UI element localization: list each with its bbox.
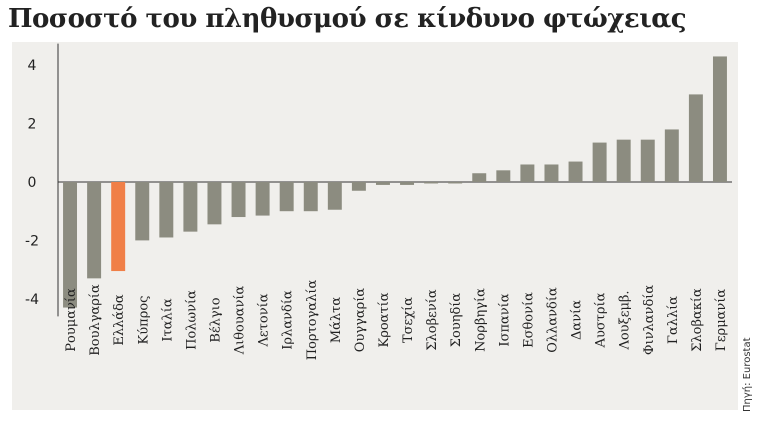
bar [448, 182, 463, 184]
x-tick-label: Μάλτα [329, 297, 344, 344]
x-tick-label: Ισπανία [497, 293, 512, 346]
bar [87, 182, 102, 279]
x-tick-label: Κροατία [377, 292, 392, 347]
x-tick-label: Βουλγαρία [88, 284, 103, 356]
x-tick-label: Πορτογαλία [305, 280, 320, 361]
x-tick-label: Ρουμανία [64, 288, 79, 352]
x-tick-label: Γερμανία [714, 289, 729, 352]
bar [472, 173, 487, 182]
chart-panel [12, 42, 738, 410]
x-tick-label: Κύπρος [136, 296, 151, 345]
y-tick-label: 2 [28, 117, 37, 133]
x-tick-label: Τσεχία [401, 297, 416, 343]
axes [57, 43, 732, 317]
y-tick-labels: 4 2 0 -2 -4 [25, 58, 39, 308]
bar [183, 182, 198, 232]
bar [688, 94, 703, 182]
bar [111, 182, 126, 272]
bar [375, 182, 390, 185]
x-tick-label: Σλοβακία [690, 288, 705, 352]
bar [303, 182, 318, 212]
bar [135, 182, 150, 241]
bar [351, 182, 366, 191]
bar [664, 129, 679, 182]
bar [255, 182, 270, 216]
bar [616, 139, 631, 182]
bar [568, 161, 583, 182]
bar [712, 56, 727, 182]
bar [327, 182, 342, 210]
chart-title: Ποσοστό του πληθυσμού σε κίνδυνο φτώχεια… [8, 4, 687, 34]
y-tick-label: 0 [28, 175, 37, 191]
x-tick-label: Αυστρία [594, 292, 609, 348]
x-tick-label: Ολλανδία [545, 287, 560, 353]
x-tick-label: Ιταλία [160, 298, 175, 341]
x-tick-label: Ελλάδα [112, 294, 127, 346]
x-tick-label: Πολωνία [184, 290, 199, 350]
y-tick-label: -4 [25, 292, 39, 308]
x-tick-label: Λιθουανία [233, 285, 248, 355]
bar [424, 182, 439, 184]
x-tick-label: Φινλανδία [642, 285, 657, 356]
bar [207, 182, 222, 225]
x-tick-label: Βέλγιο [208, 297, 223, 342]
bar [544, 164, 559, 182]
bar [279, 182, 294, 212]
x-tick-label: Σλοβενία [425, 289, 440, 351]
x-tick-label: Γαλλία [666, 296, 681, 344]
bars [63, 56, 727, 308]
x-tick-label: Λουξεμβ. [618, 290, 633, 350]
x-tick-label: Λετονία [257, 293, 272, 347]
y-tick-label: -2 [25, 233, 39, 249]
source-note: Πηγή: Eurostat [742, 337, 753, 412]
x-tick-label: Δανία [570, 300, 585, 340]
bar [640, 139, 655, 182]
x-tick-label: Νορβηγία [473, 288, 488, 352]
bar [231, 182, 246, 218]
y-tick-label: 4 [28, 58, 37, 74]
bar-chart: 4 2 0 -2 -4 Ρουμανία Βουλγαρία Ελλάδα Κύπρος Ιτα… [25, 43, 732, 361]
x-tick-label: Εσθονία [521, 292, 536, 348]
bar [520, 164, 535, 182]
bar [496, 170, 511, 182]
bar [159, 182, 174, 238]
x-tick-labels: Ρουμανία Βουλγαρία Ελλάδα Κύπρος Ιταλία Πολων… [64, 280, 729, 361]
bar [400, 182, 415, 185]
x-tick-label: Ιρλανδία [281, 290, 296, 350]
bar [63, 182, 78, 308]
x-tick-label: Ουγγαρία [353, 288, 368, 353]
x-tick-label: Σουηδία [449, 293, 464, 348]
bar [592, 142, 607, 182]
